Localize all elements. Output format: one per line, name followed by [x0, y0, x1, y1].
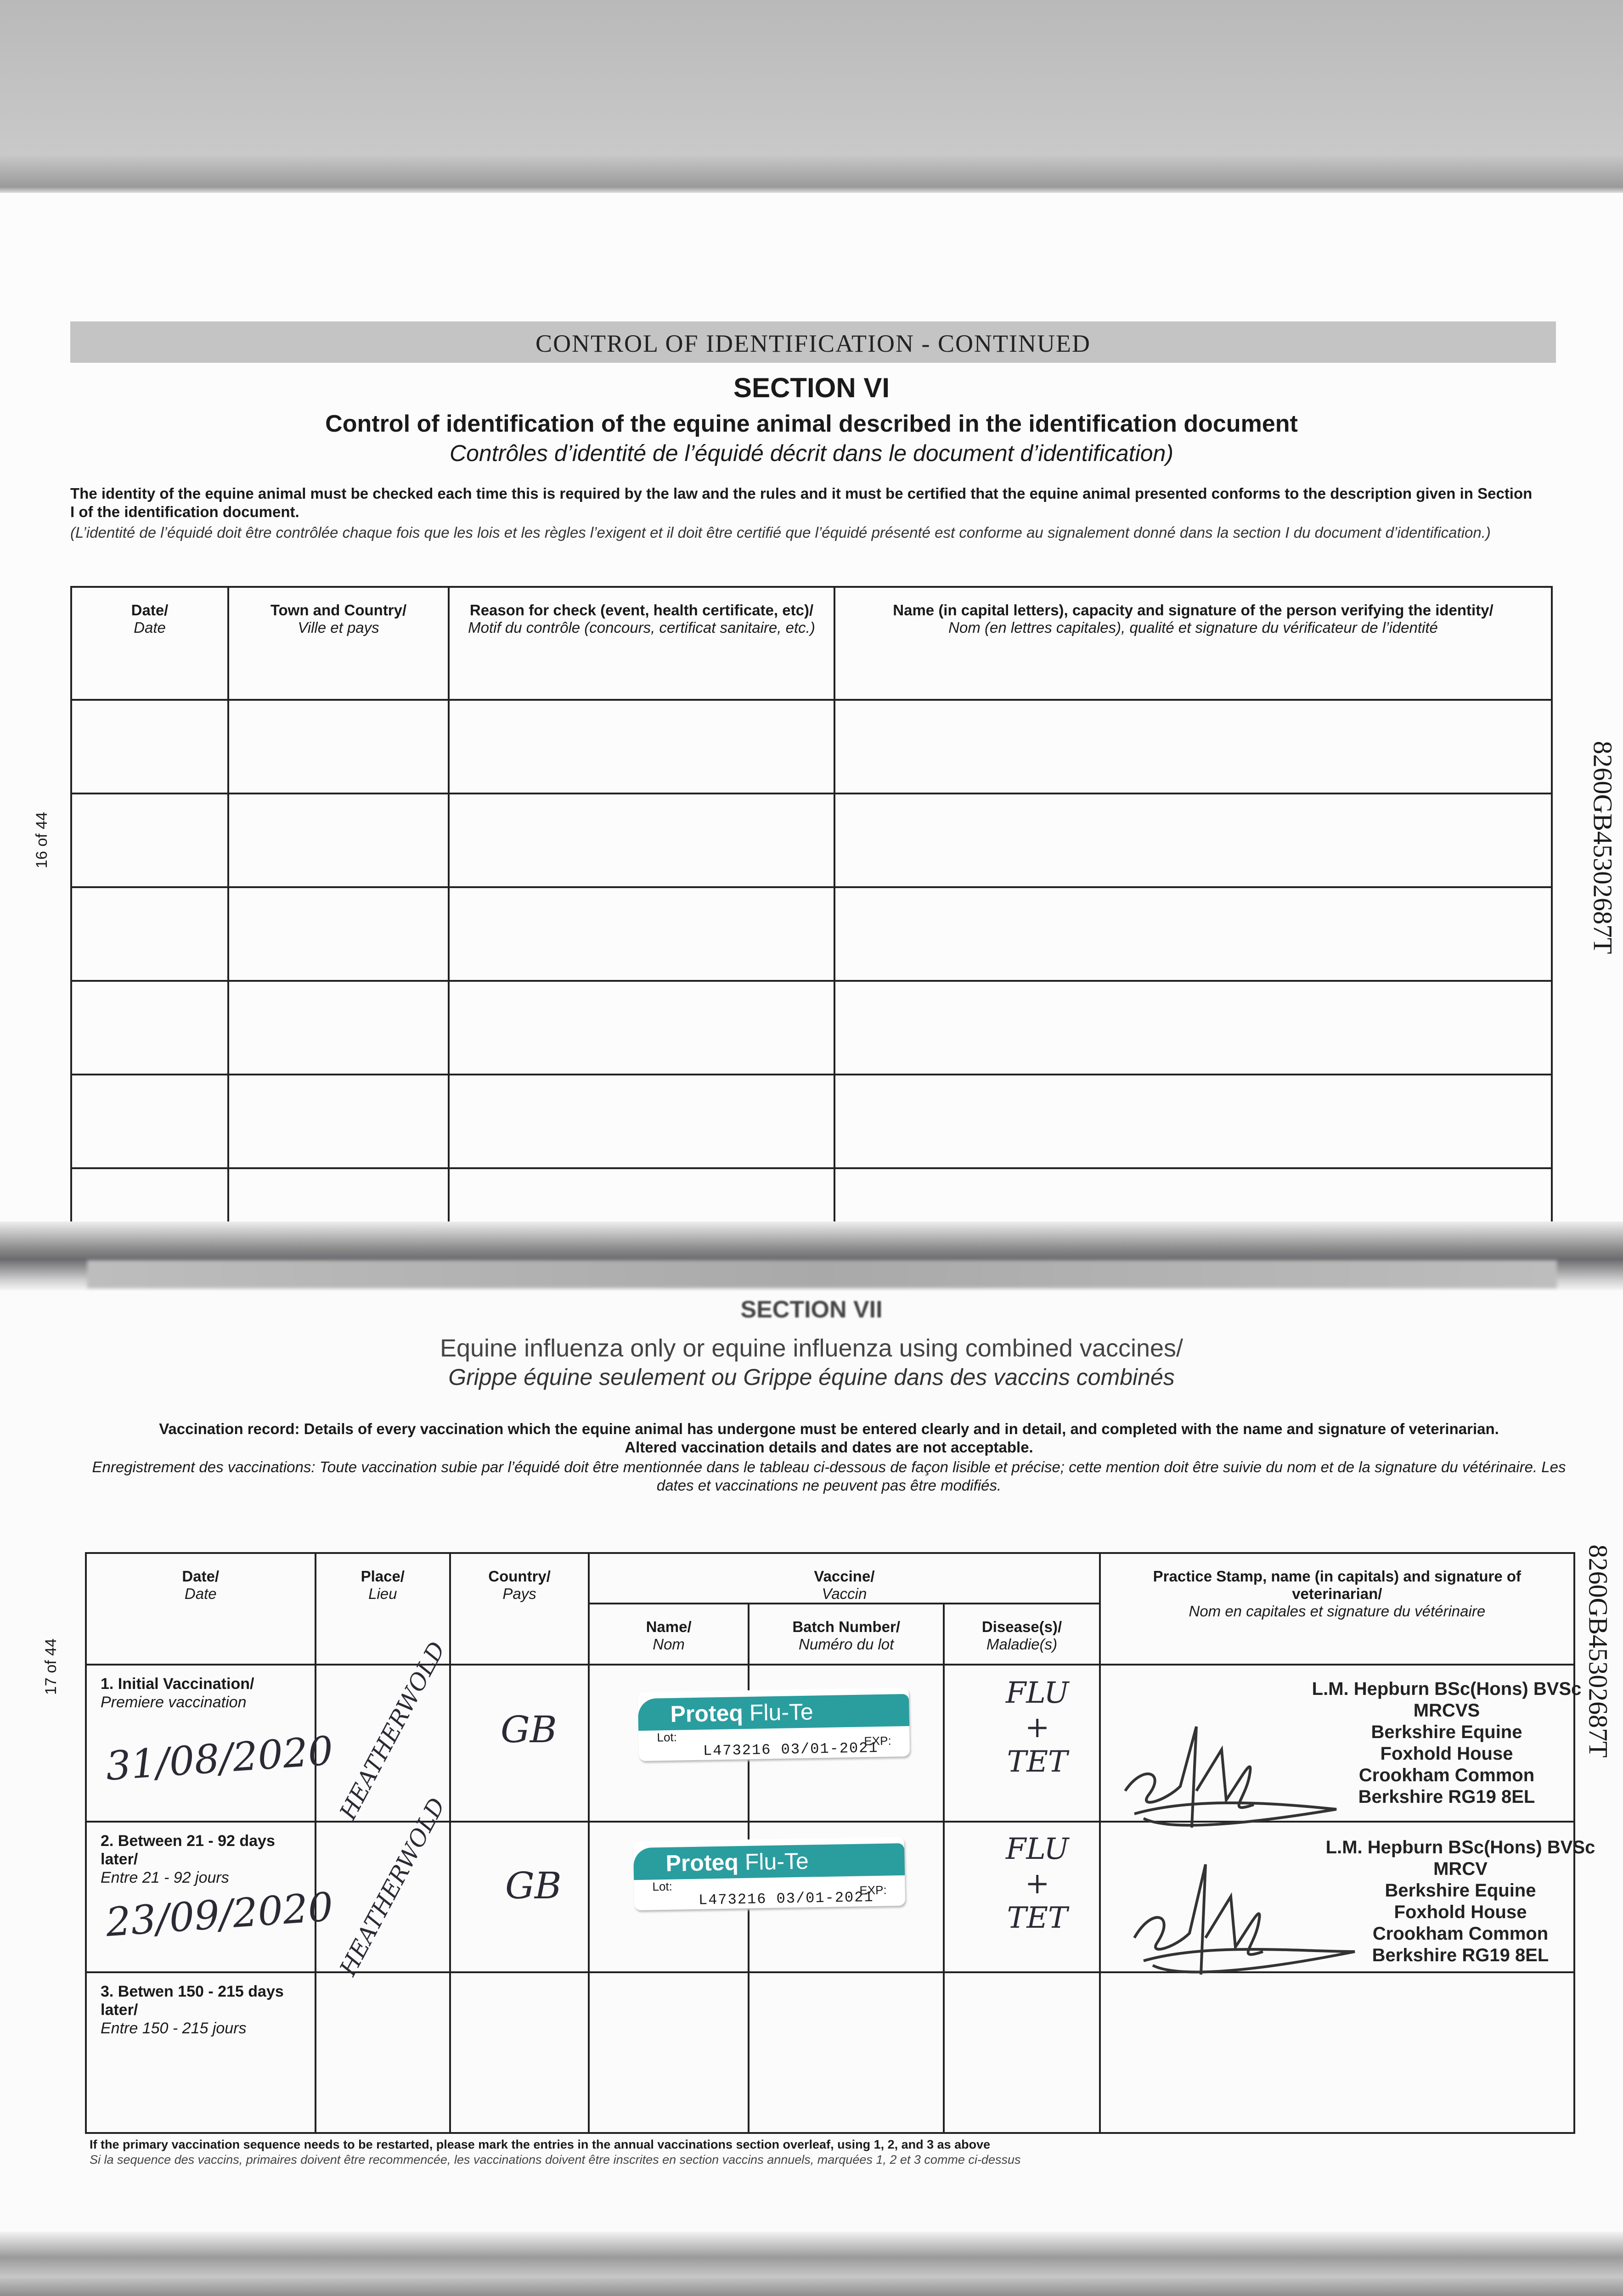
header-bar: CONTROL OF IDENTIFICATION - CONTINUED [70, 321, 1556, 363]
lot-label: Lot: [652, 1879, 673, 1894]
handwritten-country: GB [501, 1708, 557, 1751]
cell[interactable] [834, 699, 1553, 794]
cell[interactable] [747, 1971, 945, 2134]
cell[interactable] [834, 1074, 1553, 1169]
lot-label: Lot: [657, 1730, 677, 1745]
cell[interactable] [834, 980, 1553, 1075]
col-date: Date/Date [85, 1552, 316, 1666]
col-country: Country/Pays [449, 1552, 590, 1666]
cell[interactable] [227, 699, 450, 794]
intro-text: The identity of the equine animal must b… [70, 485, 1533, 520]
col-place: Place/Lieu [314, 1552, 451, 1666]
cell[interactable] [227, 1074, 450, 1169]
col-verifier: Name (in capital letters), capacity and … [834, 586, 1553, 701]
blurred-header-bar [87, 1261, 1557, 1288]
row-label: 3. Betwen 150 - 215 days later/Entre 150… [85, 1971, 316, 2134]
footnote: If the primary vaccination sequence need… [90, 2138, 991, 2151]
row-label: 2. Between 21 - 92 days later/Entre 21 -… [85, 1821, 316, 1973]
col-vaccine: Vaccine/Vaccin [588, 1552, 1101, 1604]
col-diseases: Disease(s)/Maladie(s) [943, 1603, 1101, 1666]
col-batch-number: Batch Number/Numéro du lot [747, 1603, 945, 1666]
cell[interactable] [70, 1074, 229, 1169]
cell[interactable] [1099, 1664, 1576, 1823]
vaccine-sticker: Proteq Flu-Te Lot: EXP: L473216 03/01-20… [637, 1687, 910, 1761]
cell[interactable] [314, 1971, 451, 2134]
cell[interactable] [448, 1074, 835, 1169]
vaccine-sticker: Proteq Flu-Te Lot: EXP: L473216 03/01-20… [633, 1836, 906, 1911]
table-row [70, 699, 1553, 794]
scanner-edge-top [0, 0, 1623, 193]
cell[interactable] [943, 1821, 1101, 1973]
identity-check-table: Date/Date Town and Country/Ville et pays… [70, 586, 1553, 1243]
footnote-fr: Si la sequence des vaccins, primaires do… [90, 2153, 1021, 2167]
page-number: 16 of 44 [33, 812, 51, 868]
page-subtitle-fr: Contrôles d’identité de l’équidé décrit … [450, 440, 1173, 466]
page-title: Equine influenza only or equine influenz… [440, 1334, 1183, 1362]
table-row [70, 1074, 1553, 1169]
cell[interactable] [227, 886, 450, 982]
cell[interactable] [227, 793, 450, 888]
cell[interactable] [588, 1971, 750, 2134]
cell[interactable] [448, 793, 835, 888]
vaccination-table: Date/Date Place/Lieu Country/Pays Vaccin… [85, 1552, 1576, 2134]
table-row [70, 980, 1553, 1075]
cell[interactable] [834, 793, 1553, 888]
col-date: Date/Date [70, 586, 229, 701]
handwritten-country: GB [505, 1864, 562, 1907]
handwritten-diseases: FLU + TET [1006, 1676, 1069, 1779]
cell[interactable] [227, 980, 450, 1075]
cell[interactable] [314, 1664, 451, 1823]
cell[interactable] [943, 1971, 1101, 2134]
table-row [70, 793, 1553, 888]
row-label: 1. Initial Vaccination/Premiere vaccinat… [85, 1664, 316, 1823]
intro-text-fr: Enregistrement des vaccinations: Toute v… [92, 1458, 1566, 1494]
cell[interactable] [449, 1821, 590, 1973]
col-reason: Reason for check (event, health certific… [448, 586, 835, 701]
cell[interactable] [449, 1664, 590, 1823]
cell[interactable] [1099, 1821, 1576, 1973]
cell[interactable] [1099, 1971, 1576, 2134]
page-title: Control of identification of the equine … [325, 411, 1298, 437]
cell[interactable] [448, 699, 835, 794]
cell[interactable] [70, 699, 229, 794]
practice-stamp: L.M. Hepburn BSc(Hons) BVSc MRCV Berkshir… [1325, 1837, 1595, 1965]
intro-text: Vaccination record: Details of every vac… [159, 1420, 1499, 1456]
section-title: SECTION VII [740, 1296, 883, 1323]
cell[interactable] [448, 980, 835, 1075]
page-number: 17 of 44 [42, 1638, 60, 1695]
vaccine-name: Proteq Flu-Te [637, 1694, 910, 1731]
vaccine-name: Proteq Flu-Te [633, 1843, 905, 1880]
cell[interactable] [834, 886, 1553, 982]
intro-text-fr: (L’identité de l’équidé doit être contrô… [70, 524, 1491, 541]
scanner-edge-bottom [0, 2232, 1623, 2296]
col-practice-stamp: Practice Stamp, name (in capitals) and s… [1099, 1552, 1576, 1666]
cell[interactable] [943, 1664, 1101, 1823]
cell[interactable] [70, 793, 229, 888]
cell[interactable] [449, 1971, 590, 2134]
col-town-country: Town and Country/Ville et pays [227, 586, 450, 701]
table-row: 3. Betwen 150 - 215 days later/Entre 150… [85, 1971, 1576, 2134]
col-vaccine-name: Name/Nom [588, 1603, 750, 1666]
cell[interactable] [70, 886, 229, 982]
batch-number: L473216 03/01-2021 [703, 1739, 879, 1760]
page-subtitle-fr: Grippe équine seulement ou Grippe équine… [448, 1364, 1175, 1390]
table-row [70, 886, 1553, 982]
practice-stamp: L.M. Hepburn BSc(Hons) BVSc MRCVS Berkshi… [1312, 1679, 1582, 1807]
cell[interactable] [448, 886, 835, 982]
cell[interactable] [314, 1821, 451, 1973]
vet-signature [1133, 1864, 1355, 1975]
handwritten-diseases: FLU + TET [1006, 1832, 1069, 1935]
batch-number: L473216 03/01-2021 [698, 1889, 874, 1909]
cell[interactable] [70, 980, 229, 1075]
vet-signature [1124, 1726, 1337, 1828]
passport-number: 8260GB45302687T [1588, 741, 1618, 954]
section-title: SECTION VI [733, 372, 890, 403]
